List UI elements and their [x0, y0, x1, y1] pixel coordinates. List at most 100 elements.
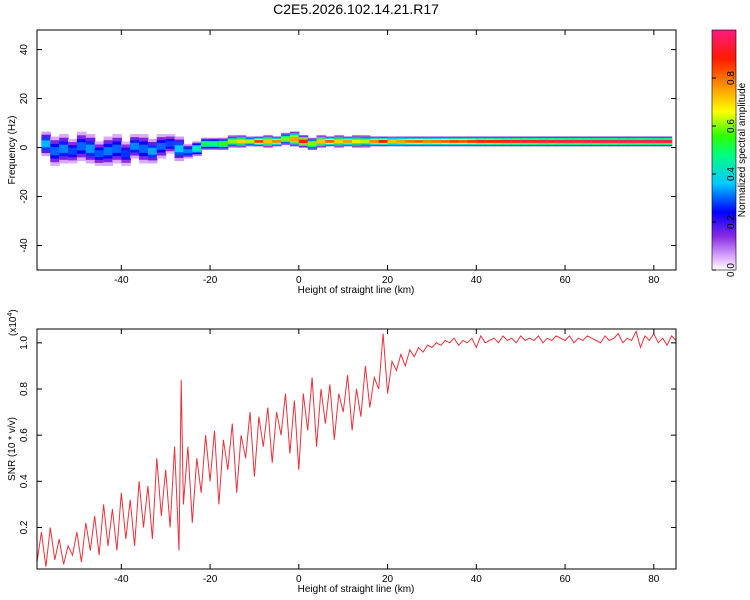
heatmap-cell — [343, 140, 353, 143]
colorbar-tick-label: 0.2 — [726, 215, 737, 229]
snr-ylabel: SNR (10 * v/v) — [7, 417, 18, 481]
heatmap-cell — [529, 140, 540, 143]
heatmap-cell — [227, 139, 238, 144]
heatmap-cell — [192, 146, 202, 151]
heatmap-cell — [103, 147, 114, 156]
colorbar-ticks: 0.0 0.2 0.4 0.6 0.8 — [712, 71, 737, 277]
x-tick-label: 80 — [648, 275, 660, 286]
heatmap-cell — [263, 139, 273, 144]
heatmap-cell — [662, 140, 673, 143]
heatmap-cell — [245, 140, 256, 143]
heatmap-cell — [644, 140, 655, 143]
heatmap-cell — [201, 142, 211, 146]
heatmap-cell — [41, 140, 51, 148]
heatmap-cell — [165, 141, 176, 147]
heatmap-cell — [360, 139, 371, 144]
heatmap-cell — [414, 140, 424, 143]
x-tick-label: 40 — [471, 275, 483, 286]
heatmap-cell — [502, 140, 513, 143]
y-tick-label: 20 — [19, 93, 30, 105]
heatmap-cell — [316, 139, 327, 144]
colorbar-gradient — [711, 29, 737, 271]
heatmap-cell — [130, 142, 140, 150]
x-tick-label: 20 — [382, 574, 394, 585]
heatmap-cell — [511, 140, 522, 143]
heatmap-cell — [50, 147, 60, 156]
x-tick-label: 80 — [648, 574, 660, 585]
heatmap-cell — [156, 142, 167, 150]
spectrogram-cells — [41, 131, 673, 166]
heatmap-cell — [298, 139, 309, 144]
heatmap-cell — [565, 140, 575, 143]
heatmap-cell — [423, 140, 433, 143]
x-tick-label: 0 — [296, 275, 302, 286]
x-tick-label: 20 — [382, 275, 394, 286]
heatmap-cell — [236, 139, 247, 144]
heatmap-cell — [378, 140, 389, 143]
heatmap-cell — [139, 144, 149, 153]
heatmap-cell — [147, 147, 158, 155]
x-tick-label: 60 — [560, 275, 572, 286]
heatmap-cell — [121, 150, 131, 158]
heatmap-cell — [431, 140, 442, 143]
heatmap-cell — [59, 144, 69, 153]
heatmap-cell — [218, 142, 229, 146]
colorbar-tick-label: 0.8 — [726, 71, 737, 85]
heatmap-cell — [254, 140, 264, 143]
heatmap-cell — [68, 147, 78, 155]
heatmap-cell — [538, 140, 548, 143]
snr-series-line — [37, 329, 676, 567]
heatmap-cell — [183, 149, 193, 154]
heatmap-cell — [76, 142, 87, 151]
y-tick-label: 0.2 — [19, 520, 30, 534]
colorbar-tick-label: 0.4 — [726, 167, 737, 181]
heatmap-cell — [618, 140, 628, 143]
heatmap-cell — [396, 140, 406, 143]
spectrogram-ylabel: Frequency (Hz) — [7, 116, 18, 185]
spectrogram-axes: -40 -20 0 20 40 60 80 -40 -20 0 20 40 — [19, 30, 676, 286]
spectrogram-panel: -40 -20 0 20 40 60 80 -40 -20 0 20 40 Height of str… — [7, 29, 677, 296]
heatmap-cell — [609, 140, 619, 143]
x-tick-label: -40 — [114, 275, 129, 286]
heatmap-cell — [600, 140, 611, 143]
x-tick-label: -40 — [114, 574, 129, 585]
heatmap-cell — [272, 140, 282, 143]
y-tick-label: 0 — [19, 144, 30, 150]
y-tick-label: 40 — [19, 44, 30, 56]
heatmap-cell — [485, 140, 495, 143]
heatmap-cell — [334, 139, 344, 144]
heatmap-cell — [289, 136, 300, 142]
x-tick-label: -20 — [203, 574, 218, 585]
heatmap-cell — [627, 140, 637, 143]
y-tick-label: 1.0 — [19, 335, 30, 349]
heatmap-cell — [94, 150, 105, 158]
snr-background — [37, 329, 676, 569]
snr-axes: -40 -20 0 20 40 60 80 0.2 0.4 0.6 0.8 1.0 — [19, 329, 676, 585]
colorbar-tick-label: 0.6 — [726, 119, 737, 133]
y-tick-label: -40 — [19, 238, 30, 253]
snr-panel: -40 -20 0 20 40 60 80 0.2 0.4 0.6 0.8 1.0 Height of… — [7, 309, 677, 595]
spectrogram-xlabel: Height of straight line (km) — [298, 285, 415, 296]
heatmap-cell — [467, 140, 477, 143]
colorbar: 0.0 0.2 0.4 0.6 0.8 Normalized spectral ampl… — [711, 29, 748, 277]
heatmap-cell — [636, 140, 646, 143]
heatmap-cell — [520, 140, 531, 143]
heatmap-cell — [582, 140, 593, 143]
heatmap-cell — [653, 140, 664, 143]
heatmap-cell — [281, 137, 291, 141]
heatmap-cell — [387, 140, 398, 143]
heatmap-cell — [458, 140, 469, 143]
heatmap-cell — [591, 140, 602, 143]
y-tick-label: 0.8 — [19, 382, 30, 396]
snr-scale-label: (x104) — [7, 309, 19, 336]
heatmap-cell — [476, 140, 486, 143]
heatmap-cell — [494, 140, 504, 143]
heatmap-cell — [556, 140, 566, 143]
snr-xlabel: Height of straight line (km) — [298, 584, 415, 595]
spectrogram-frame — [36, 29, 677, 271]
x-tick-label: -20 — [203, 275, 218, 286]
heatmap-cell — [325, 140, 335, 143]
y-tick-label: 0.6 — [19, 428, 30, 442]
heatmap-cell — [85, 144, 96, 153]
